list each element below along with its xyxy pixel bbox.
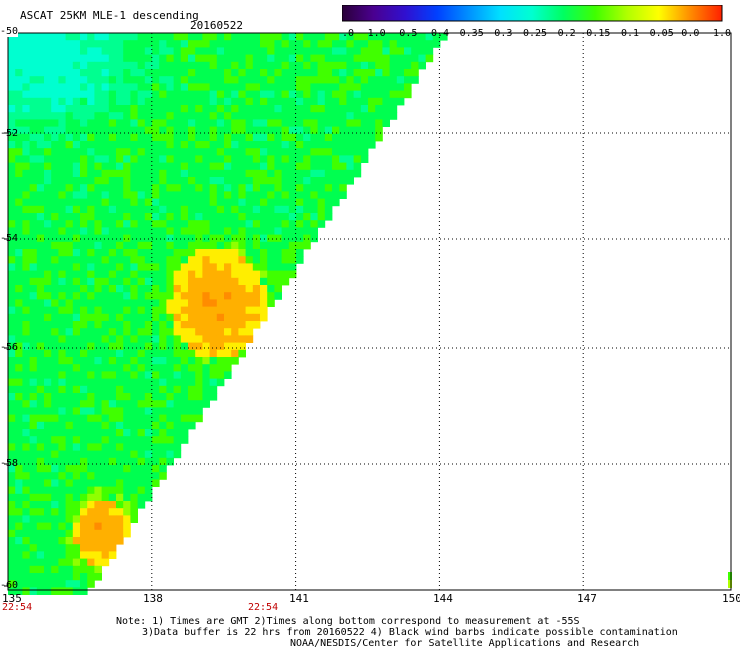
axis-ticks (4, 32, 8, 587)
lat-tick-52: -52 (0, 128, 19, 139)
colorbar-tick-label: -0.2 (552, 28, 576, 39)
lon-tick-141: 141 (289, 592, 309, 605)
lat-tick-58: -58 (0, 458, 19, 469)
colorbar-tick-label: -0.25 (517, 28, 547, 39)
colorbar-tick-label: -0.15 (580, 28, 610, 39)
lat-tick-54: -54 (0, 233, 19, 244)
colorbar-tick-label: -0.4 (425, 28, 449, 39)
colorbar: -3.0-1.0-0.5-0.4-0.35-0.3-0.25-0.2-0.15-… (342, 5, 731, 39)
footer-note-1: Note: 1) Times are GMT 2)Times along bot… (116, 616, 580, 627)
lon-tick-147: 147 (577, 592, 597, 605)
map-frame (7, 32, 732, 591)
colorbar-tick-label: -0.05 (644, 28, 674, 39)
colorbar-tick-label: -0.5 (393, 28, 417, 39)
lon-tick-144: 144 (433, 592, 453, 605)
product-date: 20160522 (190, 19, 243, 32)
swath-cells (8, 33, 732, 595)
lat-lon-grid (8, 33, 731, 590)
footer-note-2: 3)Data buffer is 22 hrs from 20160522 4)… (142, 627, 678, 638)
lon-tick-138: 138 (143, 592, 163, 605)
colorbar-tick-label: 0.0 (681, 28, 699, 39)
colorbar-tick-label: -0.1 (615, 28, 639, 39)
colorbar-tick-label: -1.0 (362, 28, 386, 39)
footer-note-3: NOAA/NESDIS/Center for Satellite Applica… (290, 638, 640, 649)
lat-tick-60: -60 (0, 580, 19, 591)
lat-tick-50: -50 (0, 26, 19, 37)
time-label-left: 22:54 (2, 602, 33, 613)
time-label-center: 22:54 (248, 602, 279, 613)
lon-tick-150: 150 (722, 592, 740, 605)
product-title: ASCAT 25KM MLE-1 descending (20, 9, 199, 22)
colorbar-tick-label: -0.35 (454, 28, 484, 39)
colorbar-tick-label: 1.0 (713, 28, 731, 39)
lon-tick-135: 135 (2, 592, 22, 605)
colorbar-tick-label: -3.0 (342, 28, 354, 39)
lat-tick-56: -56 (0, 342, 19, 353)
colorbar-tick-label: -0.3 (488, 28, 512, 39)
colorbar-ramp (342, 5, 723, 22)
